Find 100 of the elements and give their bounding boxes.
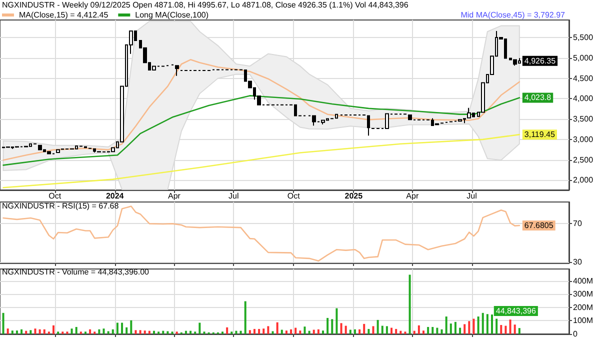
candlestick: [175, 65, 179, 76]
y-tick-label: 5,500: [573, 33, 594, 42]
bar: [139, 330, 142, 334]
bar: [322, 330, 324, 334]
x-tick-label: Apr: [406, 192, 419, 200]
bar: [253, 328, 256, 334]
bar: [130, 320, 132, 334]
bar: [43, 329, 46, 334]
legend-label: Long MA(Close,100): [135, 10, 209, 20]
y-tick-label: 2,500: [573, 155, 594, 164]
bar: [34, 328, 36, 334]
bar: [432, 326, 434, 334]
bar: [440, 329, 443, 334]
bar: [262, 328, 265, 334]
bar: [368, 328, 370, 334]
bar: [514, 324, 516, 334]
bar: [408, 274, 411, 334]
bar: [184, 330, 187, 334]
bar: [116, 322, 118, 334]
line-series: [2, 134, 520, 188]
bar: [248, 330, 251, 334]
bar: [272, 331, 274, 334]
bar: [468, 321, 470, 334]
candlestick: [38, 144, 42, 150]
bar: [226, 327, 228, 334]
bar: [285, 330, 288, 334]
bar: [400, 330, 402, 334]
bar: [477, 316, 480, 334]
bar: [299, 330, 302, 334]
bar: [496, 318, 498, 334]
bar: [89, 329, 92, 334]
bar: [413, 330, 416, 334]
candlestick: [458, 119, 462, 122]
bar: [358, 329, 361, 334]
bar: [198, 322, 201, 334]
bar: [386, 326, 388, 334]
bar: [376, 320, 379, 334]
y-tick-label: 100M: [573, 316, 594, 326]
bar: [459, 328, 462, 334]
bar: [518, 328, 520, 334]
data-label: 3,119.45: [524, 130, 556, 140]
bar: [280, 330, 283, 334]
bar: [38, 329, 41, 334]
bar: [349, 330, 352, 334]
candlestick: [367, 115, 370, 136]
bar: [235, 330, 238, 334]
y-tick-label: 0: [573, 330, 578, 338]
bar: [472, 318, 475, 334]
y-tick-label: 4,500: [573, 74, 594, 83]
bar: [509, 320, 512, 334]
bar: [304, 326, 306, 334]
bar: [340, 323, 342, 334]
bar: [16, 330, 18, 334]
candlestick: [513, 59, 517, 66]
candlestick: [385, 113, 389, 130]
bar: [98, 329, 100, 334]
bar: [25, 330, 28, 334]
chart-title: NGXINDUSTR - Volume = 44,843,396.00: [2, 268, 150, 276]
bar: [102, 328, 105, 334]
bar: [190, 330, 192, 334]
bar: [454, 322, 456, 334]
y-tick-label: 2,000: [573, 176, 594, 185]
candlestick: [56, 149, 60, 153]
bar: [166, 331, 169, 334]
x-tick-label: 2025: [344, 192, 364, 200]
bar: [381, 326, 384, 334]
bar: [152, 330, 155, 334]
bar: [312, 330, 315, 334]
bar: [395, 328, 398, 334]
bar: [344, 326, 347, 334]
bar: [482, 312, 484, 334]
bar: [121, 322, 124, 334]
bar: [30, 330, 32, 334]
bar: [363, 324, 366, 334]
candlestick: [152, 66, 156, 71]
bar: [372, 326, 374, 334]
x-tick-label: Apr: [168, 192, 181, 200]
bar: [267, 326, 270, 334]
bar: [418, 325, 420, 334]
bar: [134, 330, 137, 334]
bar: [107, 331, 110, 334]
bar: [70, 328, 73, 334]
candlestick: [47, 151, 51, 155]
bar: [294, 328, 297, 334]
candlestick: [321, 119, 325, 125]
legend-label: MA(Close,15) = 4,412.45: [19, 10, 109, 20]
candlestick: [408, 114, 412, 120]
bar: [144, 330, 146, 334]
y-tick-label: 4,000: [573, 94, 594, 104]
bar: [450, 324, 452, 334]
x-tick-label: Oct: [48, 192, 62, 200]
bar: [244, 301, 246, 334]
data-label: 44,843,396: [496, 306, 536, 316]
bar: [148, 330, 150, 334]
x-tick-label: Jul: [466, 192, 478, 200]
y-tick-label: 200M: [573, 302, 594, 312]
bar: [422, 330, 424, 334]
y-tick-label: 3,000: [573, 134, 594, 144]
bar: [486, 314, 488, 334]
bar: [317, 329, 320, 334]
